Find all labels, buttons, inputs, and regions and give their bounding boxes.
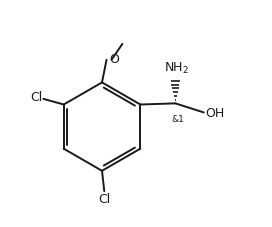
Text: NH$_2$: NH$_2$ [164,60,189,75]
Text: Cl: Cl [98,192,110,205]
Text: &1: &1 [172,114,185,123]
Text: Cl: Cl [30,91,42,104]
Text: OH: OH [206,106,225,119]
Text: O: O [109,53,119,66]
